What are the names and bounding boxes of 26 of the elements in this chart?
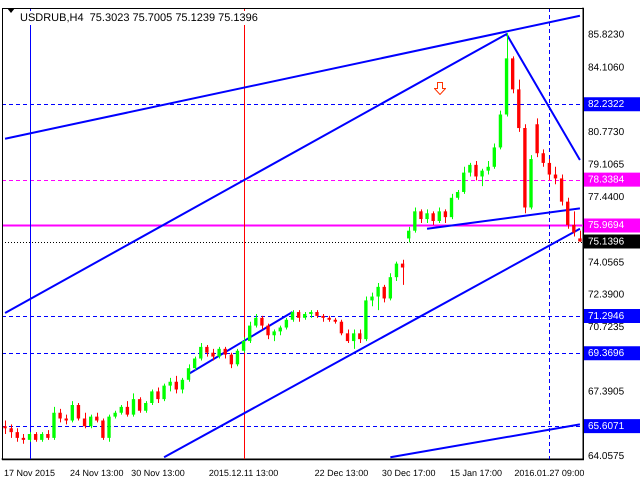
x-tick-label: 30 Dec 17:00: [382, 468, 436, 478]
y-tick-label: 80.7730: [588, 127, 625, 138]
x-tick-label: 24 Nov 13:00: [70, 468, 124, 478]
y-tick-label: 79.1065: [588, 159, 625, 170]
ref-line-label: 75.9694: [588, 220, 625, 232]
y-tick-label: 72.3900: [588, 290, 625, 301]
ref-line-label: 78.3384: [588, 174, 625, 186]
ref-line-label: 65.6071: [588, 420, 625, 432]
x-tick-label: 17 Nov 2015: [4, 468, 56, 478]
y-tick-label: 74.0565: [588, 257, 625, 268]
x-tick-label: 22 Dec 13:00: [314, 468, 368, 478]
ref-line-label: 69.3696: [588, 348, 625, 360]
y-tick-label: 85.8230: [588, 29, 625, 40]
y-tick-label: 84.1060: [588, 62, 625, 74]
x-tick-label: 2016.01.27 09:00: [514, 468, 584, 478]
ref-line-label: 71.2946: [588, 310, 625, 322]
y-tick-label: 64.0575: [588, 450, 625, 462]
chart-title: USDRUB,H4 75.3023 75.7005 75.1239 75.1396: [20, 12, 258, 24]
x-tick-label: 15 Jan 17:00: [450, 468, 502, 478]
y-tick-label: 67.3905: [588, 386, 625, 398]
x-tick-label: 2015.12.11 13:00: [208, 468, 278, 478]
x-tick-label: 30 Nov 13:00: [131, 468, 185, 478]
y-tick-label: 70.7235: [588, 322, 625, 333]
ref-line-label: 82.2322: [588, 98, 625, 110]
ref-line-label: 75.1396: [588, 236, 625, 248]
y-tick-label: 77.4400: [588, 192, 625, 203]
